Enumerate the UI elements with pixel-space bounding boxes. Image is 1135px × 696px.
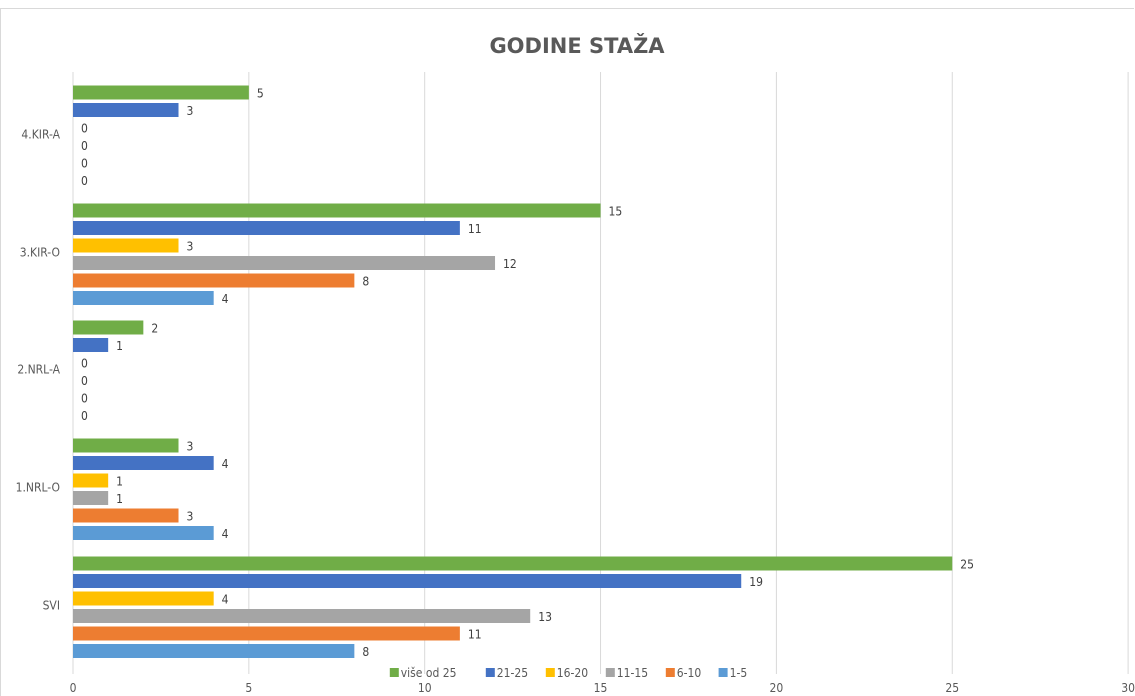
bar [73,508,179,523]
legend-swatch [665,668,675,677]
bar [73,103,179,117]
data-label: 4 [222,593,229,607]
bar [73,591,214,606]
data-label: 2 [151,322,158,336]
data-label: 4 [222,457,229,471]
bar [73,203,601,218]
legend-swatch [485,668,495,677]
data-label: 4 [222,527,229,541]
x-tick-label: 25 [945,681,959,695]
legend-swatch [545,668,555,677]
category-label: SVI [43,599,60,613]
data-label: 5 [257,87,264,101]
bar [73,291,214,305]
data-label: 3 [187,510,194,524]
data-label: 1 [116,475,123,489]
legend-label: 1-5 [730,666,748,680]
x-tick-label: 30 [1121,681,1135,695]
data-label: 13 [538,610,552,624]
x-tick-label: 5 [245,681,252,695]
bar [73,491,109,505]
gridlines [72,72,1129,674]
legend-label: više od 25 [401,666,457,680]
legend-label: 16-20 [557,666,588,680]
data-label: 1 [116,339,123,353]
chart-title: GODINE STAŽA [489,33,665,58]
data-label: 4 [222,292,229,306]
bar [73,85,249,100]
bar [73,473,109,488]
legend-swatch [718,668,728,677]
data-label: 0 [81,157,88,171]
legend-label: 6-10 [677,666,702,680]
data-label: 3 [187,104,194,118]
x-tick-label: 10 [418,681,432,695]
x-tick-label: 15 [594,681,608,695]
bar [73,273,355,288]
category-label: 4.KIR-A [21,128,60,142]
x-tick-label: 0 [70,681,77,695]
data-label: 0 [81,139,88,153]
x-axis-ticks: 0 5 10 15 20 25 30 [70,681,1135,695]
legend-label: 21-25 [497,666,528,680]
category-labels: SVI 1.NRL-O 2.NRL-A 3.KIR-O 4.KIR-A [16,128,61,613]
legend-swatch [389,668,399,677]
category-label: 3.KIR-O [20,246,60,260]
bar [73,574,742,588]
data-label: 3 [187,240,194,254]
legend-label: 11-15 [617,666,648,680]
category-label: 1.NRL-O [16,481,60,495]
data-label: 12 [503,257,517,271]
bar [73,556,953,571]
legend: više od 25 21-25 16-20 11-15 6-10 1-5 [389,666,748,680]
bars [73,85,953,658]
bar [73,526,214,540]
data-label: 0 [81,392,88,406]
bar [73,626,460,641]
data-label: 1 [116,492,123,506]
bar [73,221,460,235]
data-label: 0 [81,409,88,423]
bar [73,456,214,470]
data-label: 25 [960,558,974,572]
bar [73,320,144,335]
data-label: 19 [749,575,763,589]
data-label: 11 [468,628,482,642]
chart-frame [0,8,1134,696]
data-label: 0 [81,374,88,388]
legend-swatch [605,668,615,677]
data-label: 8 [362,275,369,289]
category-label: 2.NRL-A [17,363,60,377]
bar [73,256,496,270]
bar [73,238,179,253]
data-label: 0 [81,357,88,371]
bar [73,609,531,623]
bar [73,338,109,352]
bar [73,438,179,453]
data-label: 15 [609,205,623,219]
data-label: 0 [81,174,88,188]
x-tick-label: 20 [770,681,784,695]
data-label: 0 [81,122,88,136]
data-label: 3 [187,440,194,454]
data-label: 11 [468,222,482,236]
data-label: 8 [362,645,369,659]
bar [73,644,355,658]
